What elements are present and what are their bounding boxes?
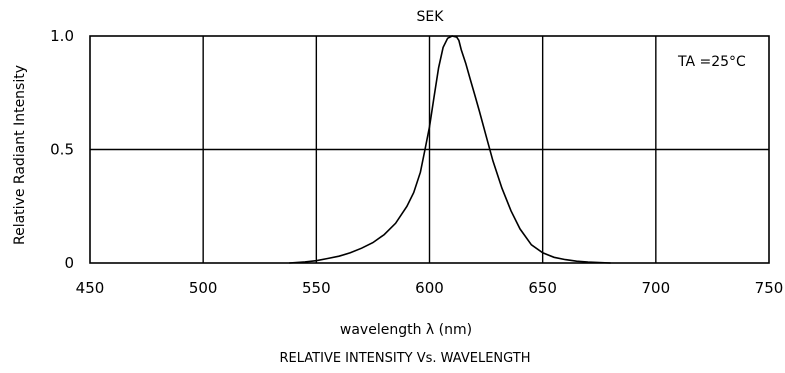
y-tick-labels: 0 0.5 1.0 xyxy=(50,27,74,272)
x-tick-label-2: 550 xyxy=(302,279,331,297)
chart-title: SEK xyxy=(417,9,445,25)
x-tick-label-4: 650 xyxy=(528,279,557,297)
x-tick-label-6: 750 xyxy=(755,279,784,297)
spectrum-curve xyxy=(289,35,611,264)
chart-caption: RELATIVE INTENSITY Vs. WAVELENGTH xyxy=(280,351,531,366)
plot-frame xyxy=(89,35,770,264)
x-tick-label-3: 600 xyxy=(415,279,444,297)
y-tick-label-0: 0 xyxy=(64,254,74,272)
y-tick-label-2: 1.0 xyxy=(50,27,74,45)
annotation-temperature: TA =25°C xyxy=(677,54,746,70)
x-tick-label-1: 500 xyxy=(189,279,218,297)
x-tick-labels: 450 500 550 600 650 700 750 xyxy=(76,279,784,297)
x-tick-label-5: 700 xyxy=(642,279,671,297)
x-axis-title: wavelength λ (nm) xyxy=(340,322,472,338)
y-axis-title: Relative Radiant Intensity xyxy=(12,65,28,245)
y-tick-label-1: 0.5 xyxy=(50,141,74,159)
x-tick-label-0: 450 xyxy=(76,279,105,297)
grid xyxy=(90,36,769,263)
